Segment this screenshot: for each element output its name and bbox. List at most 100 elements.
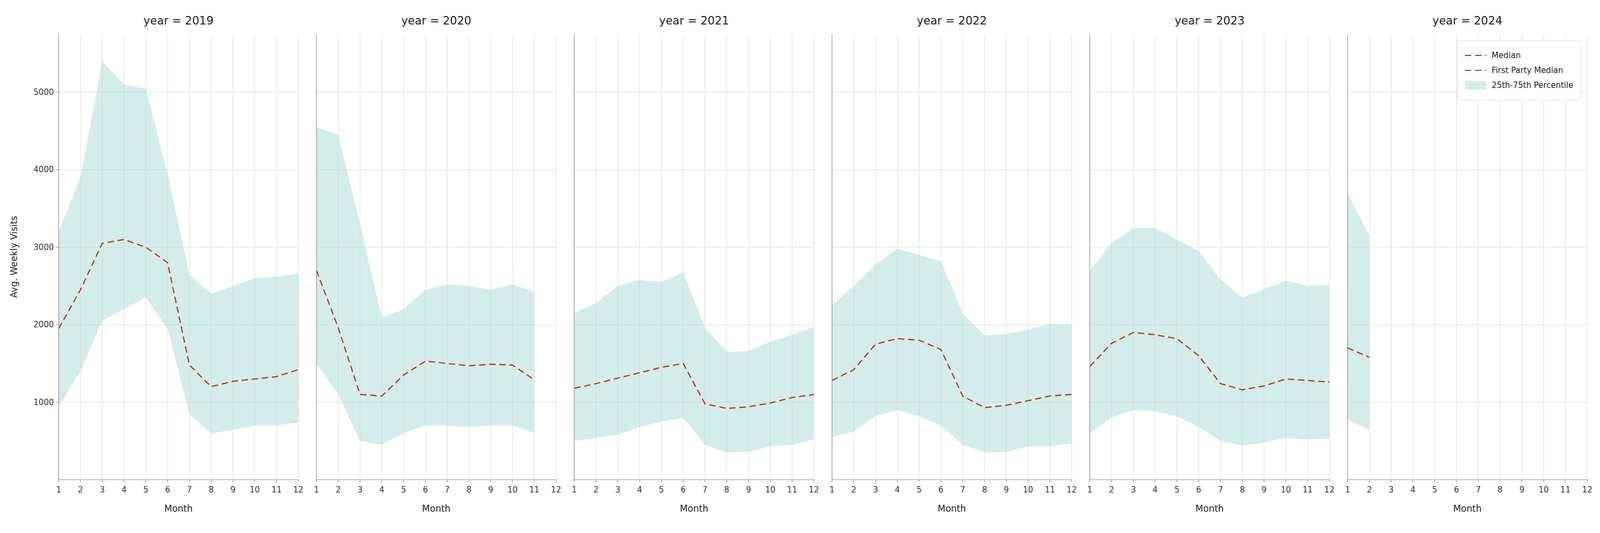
y-axis-line bbox=[58, 34, 60, 480]
grid bbox=[58, 34, 299, 480]
x-tick-label: 6 bbox=[1196, 485, 1202, 495]
x-tick-label: 7 bbox=[186, 485, 192, 495]
x-grid-line bbox=[1412, 34, 1414, 480]
grid bbox=[316, 34, 556, 480]
x-grid-line bbox=[1390, 34, 1392, 480]
x-tick bbox=[1005, 480, 1007, 483]
x-tick bbox=[1543, 480, 1544, 483]
y-grid-line bbox=[58, 92, 299, 93]
x-tick bbox=[446, 480, 448, 483]
x-tick bbox=[704, 480, 706, 483]
x-tick bbox=[617, 480, 619, 483]
plot-area bbox=[316, 34, 556, 480]
x-tick bbox=[1220, 480, 1221, 483]
x-tick-label: 10 bbox=[1022, 485, 1034, 495]
x-tick-label: 12 bbox=[1581, 485, 1592, 495]
x-grid-line bbox=[1347, 34, 1348, 480]
x-axis-label: Month bbox=[164, 503, 193, 515]
x-tick-label: 9 bbox=[746, 485, 752, 495]
y-tick-label: 1000 bbox=[33, 397, 54, 408]
y-grid-line bbox=[1347, 402, 1588, 403]
x-tick bbox=[962, 480, 964, 483]
x-tick bbox=[639, 480, 640, 483]
legend-swatch bbox=[1465, 81, 1487, 90]
grid bbox=[832, 34, 1072, 480]
grid bbox=[574, 34, 814, 480]
x-tick bbox=[1587, 480, 1588, 483]
x-tick-label: 11 bbox=[787, 485, 798, 495]
x-axis-line bbox=[574, 480, 814, 481]
x-tick bbox=[232, 480, 234, 483]
x-tick bbox=[748, 480, 749, 483]
data-area bbox=[1347, 193, 1370, 431]
x-tick bbox=[189, 480, 190, 483]
x-tick-label: 5 bbox=[401, 485, 407, 495]
x-tick bbox=[101, 480, 103, 483]
x-tick bbox=[381, 480, 382, 483]
x-axis-label: Month bbox=[680, 503, 709, 515]
y-grid-line bbox=[1089, 92, 1330, 93]
legend-label: Median bbox=[1491, 50, 1522, 61]
x-axis-line bbox=[1089, 480, 1330, 481]
data-area bbox=[316, 126, 534, 445]
x-tick bbox=[1369, 480, 1370, 483]
x-axis-label: Month bbox=[1195, 503, 1224, 515]
x-tick-label: 1 bbox=[56, 485, 62, 495]
y-tick bbox=[56, 169, 59, 171]
x-axis-line bbox=[1347, 480, 1588, 481]
background bbox=[0, 0, 1600, 533]
x-tick-label: 10 bbox=[1280, 485, 1291, 495]
panel-title: year = 2024 bbox=[1432, 14, 1503, 28]
x-tick bbox=[80, 480, 81, 483]
x-tick bbox=[360, 480, 361, 483]
x-tick-label: 5 bbox=[143, 485, 149, 495]
x-tick-label: 6 bbox=[1453, 485, 1460, 495]
x-tick-label: 6 bbox=[938, 485, 944, 495]
x-tick bbox=[512, 480, 513, 483]
x-tick bbox=[533, 480, 535, 483]
x-axis-label: Month bbox=[937, 503, 966, 515]
x-tick bbox=[1285, 480, 1286, 483]
x-grid-line bbox=[573, 34, 575, 480]
y-grid-line bbox=[1347, 324, 1588, 326]
panel-title: year = 2023 bbox=[1174, 14, 1245, 28]
x-tick-label: 11 bbox=[1044, 485, 1055, 495]
x-tick-label: 8 bbox=[724, 485, 730, 495]
x-tick bbox=[770, 480, 771, 483]
x-tick bbox=[940, 480, 942, 483]
panel-title: year = 2020 bbox=[401, 14, 471, 28]
x-tick-label: 1 bbox=[314, 485, 320, 495]
median-line bbox=[58, 239, 299, 387]
x-tick bbox=[1521, 480, 1523, 483]
x-tick-label: 7 bbox=[1475, 485, 1482, 495]
x-tick bbox=[832, 480, 833, 483]
x-tick bbox=[595, 480, 597, 483]
x-tick-label: 3 bbox=[873, 485, 879, 495]
x-tick-label: 8 bbox=[1239, 485, 1245, 495]
x-tick bbox=[276, 480, 277, 483]
panel: 123456789101112year = 2020Month bbox=[314, 14, 562, 515]
x-tick-label: 9 bbox=[488, 485, 494, 495]
x-axis-label: Month bbox=[421, 503, 451, 515]
plot-area bbox=[58, 34, 299, 480]
percentile-band bbox=[1347, 193, 1370, 431]
x-tick-label: 7 bbox=[1218, 485, 1224, 495]
y-tick bbox=[56, 92, 59, 93]
x-tick-label: 9 bbox=[1261, 485, 1267, 495]
x-grid-line bbox=[1089, 34, 1091, 480]
x-tick-label: 5 bbox=[1432, 485, 1438, 495]
y-tick bbox=[56, 402, 59, 403]
x-tick-label: 12 bbox=[1066, 485, 1077, 495]
x-tick-label: 6 bbox=[680, 485, 686, 495]
x-tick-label: 1 bbox=[1345, 485, 1351, 495]
x-tick bbox=[1071, 480, 1072, 483]
x-tick-label: 10 bbox=[1538, 485, 1549, 495]
y-grid-line bbox=[1347, 169, 1588, 171]
x-tick-label: 4 bbox=[894, 485, 901, 495]
panel-title: year = 2021 bbox=[659, 14, 730, 28]
x-tick-label: 12 bbox=[1324, 485, 1335, 495]
x-tick bbox=[984, 480, 985, 483]
y-axis-line bbox=[573, 34, 575, 480]
x-tick bbox=[813, 480, 815, 483]
x-grid-line bbox=[1477, 34, 1479, 480]
